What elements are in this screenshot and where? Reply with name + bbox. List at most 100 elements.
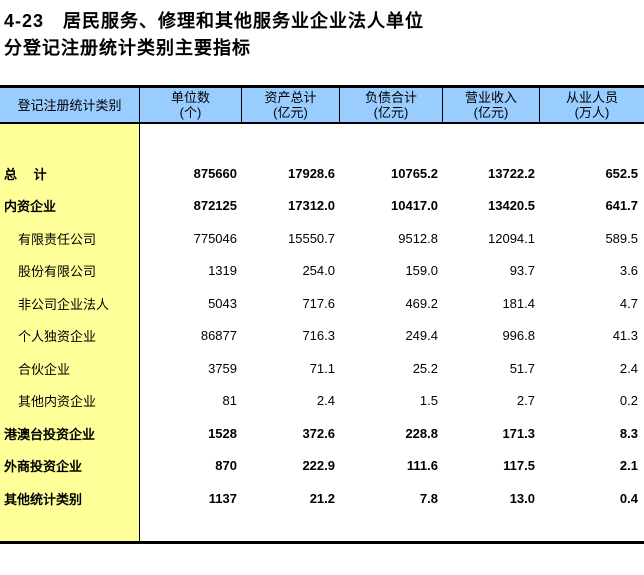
cell-total-liabilities: 10765.2 (391, 165, 438, 181)
table-row: 其他内资企业 81 2.4 1.5 2.7 0.2 (0, 384, 644, 417)
row-label-cell: 外商投资企业 (0, 449, 140, 482)
cell-total-assets: 372.6 (302, 425, 335, 441)
row-label-cell (0, 124, 140, 157)
cell-unit-count: 775046 (193, 230, 237, 246)
column-header-title: 营业收入 (464, 90, 517, 105)
cell-total-assets: 716.3 (302, 328, 335, 344)
row-label-cell: 非公司企业法人 (0, 287, 140, 320)
table-title-line1: 4-23 居民服务、修理和其他服务业企业法人单位 (4, 11, 425, 31)
table-body: 总 计 875660 17928.6 10765.2 13722.2 652.5… (0, 124, 644, 541)
cell-unit-count: 5043 (208, 295, 237, 311)
row-label: 有限责任公司 (18, 231, 97, 247)
table-row: 内资企业 872125 17312.0 10417.0 13420.5 641.… (0, 189, 644, 222)
table-row: 有限责任公司 775046 15550.7 9512.8 12094.1 589… (0, 222, 644, 255)
row-label-cell: 港澳台投资企业 (0, 417, 140, 450)
row-label-cell: 其他内资企业 (0, 384, 140, 417)
cell-unit-count: 870 (215, 458, 237, 474)
column-header: 从业人员 (万人) (540, 88, 644, 122)
column-header: 登记注册统计类别 (0, 88, 140, 122)
cell-total-liabilities: 111.6 (406, 458, 438, 474)
table-row: 外商投资企业 870 222.9 111.6 117.5 2.1 (0, 449, 644, 482)
row-label: 非公司企业法人 (18, 296, 110, 312)
table-header-row: 登记注册统计类别 单位数 (个) 资产总计 (亿元) 负债合计 (亿元) 营业收… (0, 88, 644, 124)
cell-total-assets: 17928.6 (288, 165, 335, 181)
cell-employed-persons (540, 124, 644, 157)
row-label-cell: 总 计 (0, 157, 140, 190)
cell-total-liabilities: 469.2 (405, 295, 438, 311)
cell-employed-persons: 2.1 (619, 458, 638, 474)
cell-employed-persons: 41.3 (612, 328, 638, 344)
cell-unit-count: 872125 (193, 198, 237, 214)
cell-total-assets: 2.4 (316, 393, 335, 409)
cell-total-liabilities: 249.4 (405, 328, 438, 344)
row-label-cell: 其他统计类别 (0, 482, 140, 515)
cell-unit-count: 3759 (208, 360, 237, 376)
cell-total-liabilities: 228.8 (405, 425, 438, 441)
table-row: 总 计 875660 17928.6 10765.2 13722.2 652.5 (0, 157, 644, 190)
cell-unit-count (140, 124, 242, 157)
row-label-cell: 合伙企业 (0, 352, 140, 385)
cell-employed-persons: 8.3 (619, 425, 638, 441)
cell-employed-persons: 589.5 (605, 230, 638, 246)
row-label: 个人独资企业 (18, 329, 97, 345)
cell-total-liabilities: 9512.8 (398, 230, 438, 246)
cell-total-assets: 254.0 (302, 263, 335, 279)
cell-employed-persons (540, 515, 644, 542)
cell-operating-revenue: 93.7 (509, 263, 535, 279)
cell-total-assets: 15550.7 (288, 230, 335, 246)
row-label-cell: 有限责任公司 (0, 222, 140, 255)
column-header-unit: (个) (179, 105, 202, 120)
cell-total-liabilities: 10417.0 (391, 198, 438, 214)
table-row: 港澳台投资企业 1528 372.6 228.8 171.3 8.3 (0, 417, 644, 450)
column-header-title: 负债合计 (364, 90, 417, 105)
cell-total-assets: 222.9 (302, 458, 335, 474)
cell-employed-persons: 641.7 (605, 198, 638, 214)
table-row: 其他统计类别 1137 21.2 7.8 13.0 0.4 (0, 482, 644, 515)
cell-operating-revenue: 51.7 (509, 360, 535, 376)
table-row: 个人独资企业 86877 716.3 249.4 996.8 41.3 (0, 319, 644, 352)
row-label: 股份有限公司 (18, 264, 97, 280)
row-label: 其他内资企业 (18, 394, 97, 410)
row-label-cell: 内资企业 (0, 189, 140, 222)
row-label: 内资企业 (4, 199, 57, 215)
cell-employed-persons: 2.4 (619, 360, 638, 376)
column-header-unit: (亿元) (373, 105, 409, 120)
cell-operating-revenue: 13420.5 (488, 198, 535, 214)
cell-total-assets: 17312.0 (288, 198, 335, 214)
cell-total-assets (242, 124, 340, 157)
cell-unit-count: 86877 (200, 328, 237, 344)
column-header: 资产总计 (亿元) (242, 88, 340, 122)
cell-employed-persons: 652.5 (605, 165, 638, 181)
cell-total-liabilities: 159.0 (405, 263, 438, 279)
cell-unit-count: 81 (222, 393, 237, 409)
cell-unit-count: 1528 (208, 425, 237, 441)
table-title-line2: 分登记注册统计类别主要指标 (4, 38, 251, 58)
cell-unit-count: 1319 (208, 263, 237, 279)
cell-employed-persons: 0.2 (619, 393, 638, 409)
row-label: 港澳台投资企业 (4, 426, 96, 442)
cell-operating-revenue: 2.7 (516, 393, 535, 409)
cell-unit-count (140, 515, 242, 542)
cell-operating-revenue: 12094.1 (488, 230, 535, 246)
table-row (0, 514, 644, 542)
cell-total-liabilities (340, 515, 443, 542)
column-header-unit: (亿元) (473, 105, 509, 120)
column-header-title: 资产总计 (264, 90, 317, 105)
cell-employed-persons: 3.6 (619, 263, 638, 279)
column-header: 单位数 (个) (140, 88, 242, 122)
column-header-title: 单位数 (170, 90, 210, 105)
cell-operating-revenue: 13.0 (509, 490, 535, 506)
cell-operating-revenue: 996.8 (502, 328, 535, 344)
row-label: 合伙企业 (18, 361, 71, 377)
statistics-table: 登记注册统计类别 单位数 (个) 资产总计 (亿元) 负债合计 (亿元) 营业收… (0, 85, 644, 544)
table-row: 非公司企业法人 5043 717.6 469.2 181.4 4.7 (0, 287, 644, 320)
cell-operating-revenue: 13722.2 (488, 165, 535, 181)
table-row: 股份有限公司 1319 254.0 159.0 93.7 3.6 (0, 254, 644, 287)
cell-total-liabilities: 25.2 (412, 360, 438, 376)
column-header-unit: (亿元) (273, 105, 308, 120)
row-label: 总 计 (4, 166, 47, 182)
column-header-unit: (万人) (574, 105, 610, 120)
cell-operating-revenue: 181.4 (502, 295, 535, 311)
column-header: 负债合计 (亿元) (340, 88, 443, 122)
